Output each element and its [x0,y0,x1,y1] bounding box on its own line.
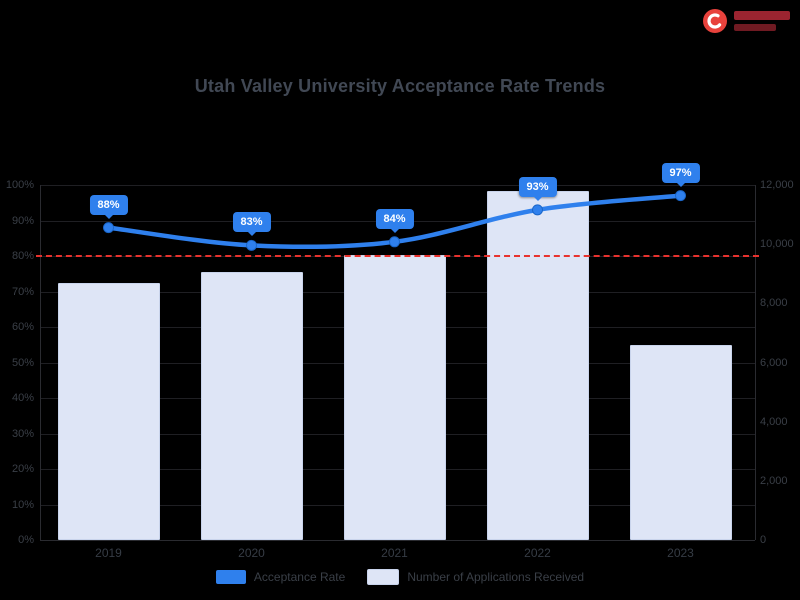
data-label-badge: 84% [375,208,414,229]
y-axis-tick-left: 10% [11,498,34,511]
x-axis-label: 2022 [524,546,551,560]
y-axis-tick-left: 30% [11,427,34,440]
gridline [40,185,755,186]
y-axis-tick-left: 20% [11,463,34,475]
legend-swatch-acceptance-rate [215,570,246,584]
line-marker [246,239,257,251]
brand-logo[interactable] [702,8,790,34]
y-axis-tick-right: 12,000 [760,179,794,191]
legend-item-acceptance-rate[interactable]: Acceptance Rate [215,570,346,584]
x-axis-label: 2020 [238,546,265,560]
y-axis-tick-right: 2,000 [760,474,788,487]
bar-2022 [486,190,589,540]
line-marker [389,236,400,248]
data-label-badge: 83% [232,212,271,233]
right-axis-line [755,185,756,540]
legend-label: Number of Applications Received [407,570,585,584]
legend-item-applications[interactable]: Number of Applications Received [367,569,584,585]
y-axis-tick-right: 0 [760,534,767,546]
left-axis-line [40,185,41,540]
data-label-badge: 88% [89,194,128,215]
brand-logo-icon [703,9,727,33]
y-axis-tick-left: 60% [11,321,34,333]
y-axis-tick-left: 50% [11,356,34,369]
bar-2019 [57,282,160,540]
y-axis-tick-right: 8,000 [760,297,788,310]
y-axis-tick-left: 70% [11,285,34,298]
line-marker [675,190,686,202]
data-label-badge: 93% [518,176,557,197]
x-axis-label: 2019 [95,546,122,560]
y-axis-tick-left: 40% [11,392,34,404]
brand-wordmark-line [734,11,790,20]
brand-wordmark [734,11,790,31]
chart-legend: Acceptance Rate Number of Applications R… [0,569,800,585]
chart-title: Utah Valley University Acceptance Rate T… [194,76,606,96]
bottom-axis-line [40,540,755,541]
y-axis-tick-left: 90% [11,214,34,227]
y-axis-tick-left: 100% [5,179,34,191]
y-axis-tick-right: 6,000 [760,356,788,369]
legend-swatch-applications [367,569,400,585]
bar-2020 [200,272,303,540]
brand-wordmark-line [734,24,776,31]
x-axis-label: 2023 [667,546,694,560]
y-axis-tick-left: 0% [18,534,34,546]
legend-label: Acceptance Rate [253,570,346,584]
bar-2023 [629,344,732,540]
data-label-badge: 97% [661,162,700,183]
reference-line [36,255,759,257]
y-axis-tick-right: 10,000 [760,238,794,251]
bar-2021 [343,254,446,540]
line-marker [103,222,114,234]
y-axis-tick-right: 4,000 [760,415,788,428]
y-axis-tick-left: 80% [11,250,34,262]
x-axis-label: 2021 [381,546,408,560]
